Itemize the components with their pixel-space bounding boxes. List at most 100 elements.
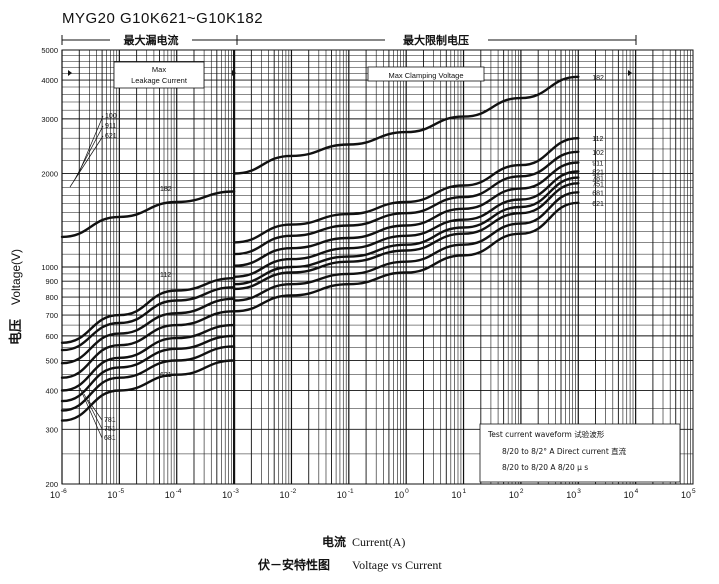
y-tick-label: 900 xyxy=(45,277,58,286)
series-label-right: 821 xyxy=(592,170,604,177)
series-label-right: 112 xyxy=(592,136,603,143)
y-tick-label: 300 xyxy=(45,425,58,434)
series-label-left-lower: 681 xyxy=(104,435,116,442)
x-tick-exponent: -6 xyxy=(61,488,67,495)
series-label-right: 182 xyxy=(592,75,604,82)
y-tick-label: 500 xyxy=(45,356,58,365)
x-tick-exponent: -5 xyxy=(118,488,124,495)
plot-frame xyxy=(61,49,694,485)
y-tick-label: 2000 xyxy=(41,170,58,179)
leakage-label-line2: Leakage Current xyxy=(131,76,188,85)
series-label-left-lower: 751 xyxy=(104,426,116,433)
x-tick-label: 10 xyxy=(681,490,691,500)
leakage-curve-821 xyxy=(60,310,236,379)
arrow-marker-icon xyxy=(232,70,236,76)
y-tick-label: 400 xyxy=(45,387,58,396)
y-tick-label: 800 xyxy=(45,293,58,302)
series-label-left-upper: 100 xyxy=(105,113,117,120)
y-tick-label: 700 xyxy=(45,311,58,320)
x-tick-exponent: 0 xyxy=(405,488,409,495)
leakage-label-line1: Max xyxy=(152,65,166,74)
series-label-left-upper: 621 xyxy=(105,133,117,140)
y-axis-label-en: Voltage(V) xyxy=(9,249,23,305)
series-label-right: 621 xyxy=(592,201,604,208)
labels-layer: 1821121029118217817516816211009116217817… xyxy=(68,70,632,442)
series-label-right: 102 xyxy=(592,150,604,157)
leader-line xyxy=(87,399,103,421)
x-tick-label: 10 xyxy=(394,490,404,500)
chart-title: MYG20 G10K621~G10K182 xyxy=(62,10,263,27)
x-axis-label-en: Current(A) xyxy=(352,535,405,549)
clamping-curve-911 xyxy=(232,161,580,267)
leakage-curve-102 xyxy=(60,286,236,352)
x-tick-label: 10 xyxy=(107,490,117,500)
x-tick-exponent: 2 xyxy=(520,488,524,495)
x-axis-label-cn: 电流 xyxy=(322,534,346,549)
x-tick-label: 10 xyxy=(337,490,347,500)
x-tick-exponent: -4 xyxy=(176,488,182,495)
arrow-marker-icon xyxy=(68,70,72,76)
leakage-curve-781 xyxy=(60,323,236,392)
clamping-label: Max Clamping Voltage xyxy=(388,71,463,80)
test-current-title: Test current waveform 试验波形 xyxy=(487,429,605,439)
clamping-curve-621 xyxy=(232,201,580,313)
leakage-curve-681 xyxy=(60,345,236,412)
series-label-right: 751 xyxy=(592,181,604,188)
arrow-marker-icon xyxy=(628,70,632,76)
series-label-left-upper: 911 xyxy=(105,123,116,130)
series-layer xyxy=(60,75,580,422)
x-tick-exponent: 5 xyxy=(692,488,696,495)
x-tick-label: 10 xyxy=(566,490,576,500)
x-tick-label: 10 xyxy=(222,490,232,500)
leader-line xyxy=(69,135,104,188)
clamping-curve-781 xyxy=(232,176,580,286)
leakage-curve-112 xyxy=(60,277,236,344)
series-label-mid: 182 xyxy=(160,186,172,193)
x-tick-exponent: -1 xyxy=(348,488,354,495)
caption-en: Voltage vs Current xyxy=(352,558,442,572)
leader-line xyxy=(79,387,103,439)
test-current-box xyxy=(479,423,681,483)
clamping-curve-821 xyxy=(232,170,580,278)
y-tick-label: 200 xyxy=(45,480,58,489)
test-current-line2: 8/20 to 8/20 A 8/20 µ s xyxy=(502,463,588,472)
x-tick-exponent: -3 xyxy=(233,488,239,495)
y-axis-label-cn: 电压 xyxy=(8,319,24,345)
leakage-region-title: 最大漏电流 xyxy=(124,33,179,47)
leakage-label-box xyxy=(113,61,205,89)
y-tick-label: 4000 xyxy=(41,76,58,85)
leader-line xyxy=(83,393,103,430)
x-tick-exponent: 4 xyxy=(635,488,639,495)
clamping-curve-102 xyxy=(232,150,580,256)
clamping-curve-681 xyxy=(232,191,580,302)
clamping-curve-751 xyxy=(232,182,580,291)
x-tick-exponent: -2 xyxy=(290,488,296,495)
test-current-line1: 8/20 to 8/2° A Direct current 直流 xyxy=(502,446,627,456)
x-tick-label: 10 xyxy=(624,490,634,500)
leakage-curve-751 xyxy=(60,334,236,403)
series-label-left-lower: 781 xyxy=(104,417,116,424)
series-label-mid: 621 xyxy=(160,372,172,379)
leakage-curve-621 xyxy=(60,359,236,422)
leakage-curve-182 xyxy=(60,190,236,239)
y-tick-label: 1000 xyxy=(41,263,58,272)
x-tick-label: 10 xyxy=(279,490,289,500)
x-tick-label: 10 xyxy=(50,490,60,500)
x-tick-label: 10 xyxy=(452,490,462,500)
x-tick-label: 10 xyxy=(165,490,175,500)
x-tick-exponent: 3 xyxy=(577,488,581,495)
leakage-curve-911 xyxy=(60,297,236,365)
y-tick-label: 3000 xyxy=(41,115,58,124)
clamping-curve-182 xyxy=(232,75,580,175)
leader-line xyxy=(73,125,104,182)
series-label-right: 781 xyxy=(592,176,604,183)
series-label-right: 681 xyxy=(592,190,604,197)
axes-layer: 2003004005006007008009001000200030004000… xyxy=(41,46,696,500)
clamping-curve-112 xyxy=(232,137,580,244)
caption-cn: 伏－安特性图 xyxy=(258,557,330,572)
x-tick-exponent: 1 xyxy=(463,488,467,495)
series-label-right: 911 xyxy=(592,161,603,168)
clamping-region-title: 最大限制电压 xyxy=(403,33,469,47)
